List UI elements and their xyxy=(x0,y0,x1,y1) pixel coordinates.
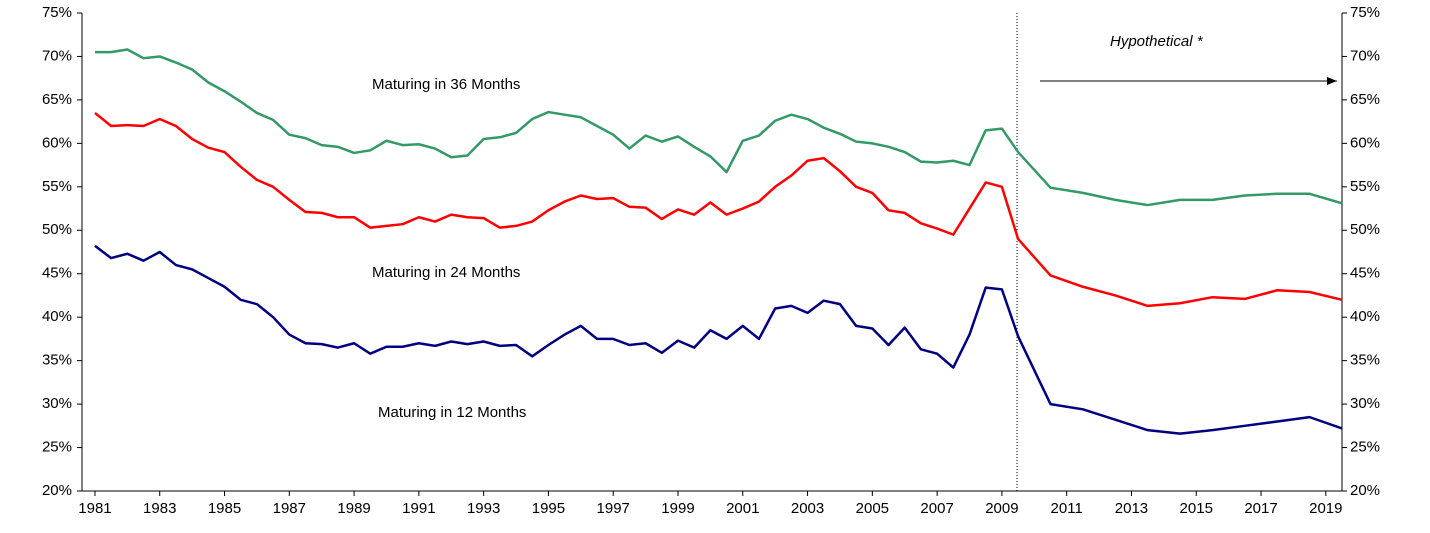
x-tick-label: 2011 xyxy=(1051,500,1083,517)
x-tick-label: 2005 xyxy=(856,500,889,517)
x-tick-label: 2003 xyxy=(791,500,824,517)
y-tick-label: 70% xyxy=(42,47,72,64)
y2-tick-label: 25% xyxy=(1350,439,1380,456)
annotation: Maturing in 12 Months xyxy=(378,404,526,421)
y2-tick-label: 30% xyxy=(1350,395,1380,412)
y2-tick-label: 45% xyxy=(1350,265,1380,282)
x-tick-label: 1985 xyxy=(208,500,241,517)
x-tick-label: 2001 xyxy=(726,500,759,517)
x-tick-label: 1997 xyxy=(597,500,630,517)
y2-tick-label: 50% xyxy=(1350,221,1380,238)
x-tick-label: 1981 xyxy=(78,500,111,517)
y-tick-label: 55% xyxy=(42,178,72,195)
x-tick-label: 2013 xyxy=(1115,500,1148,517)
x-tick-label: 2007 xyxy=(920,500,953,517)
y-tick-label: 45% xyxy=(42,265,72,282)
series-line xyxy=(94,111,1343,308)
x-tick-label: 1989 xyxy=(337,500,370,517)
x-tick-label: 2019 xyxy=(1309,500,1342,517)
annotation: Maturing in 36 Months xyxy=(372,76,520,93)
y-tick-label: 40% xyxy=(42,308,72,325)
y2-tick-label: 55% xyxy=(1350,178,1380,195)
x-tick-label: 1983 xyxy=(143,500,176,517)
y-tick-label: 60% xyxy=(42,134,72,151)
y-tick-label: 75% xyxy=(42,4,72,21)
y2-tick-label: 35% xyxy=(1350,352,1380,369)
series-line xyxy=(94,244,1343,435)
x-tick-label: 1995 xyxy=(532,500,565,517)
annotation: Hypothetical * xyxy=(1110,33,1204,50)
x-tick-label: 2015 xyxy=(1180,500,1213,517)
y2-tick-label: 75% xyxy=(1350,4,1380,21)
y2-tick-label: 40% xyxy=(1350,308,1380,325)
x-tick-label: 1991 xyxy=(402,500,435,517)
y2-tick-label: 20% xyxy=(1350,482,1380,499)
y2-tick-label: 70% xyxy=(1350,47,1380,64)
x-tick-label: 1999 xyxy=(661,500,694,517)
y2-tick-label: 65% xyxy=(1350,91,1380,108)
y2-tick-label: 60% xyxy=(1350,134,1380,151)
y-tick-label: 50% xyxy=(42,221,72,238)
annotation: Maturing in 24 Months xyxy=(372,264,520,281)
series-line xyxy=(94,48,1343,207)
y-tick-label: 20% xyxy=(42,482,72,499)
y-tick-label: 65% xyxy=(42,91,72,108)
y-tick-label: 25% xyxy=(42,439,72,456)
x-tick-label: 2017 xyxy=(1244,500,1277,517)
x-tick-label: 2009 xyxy=(985,500,1018,517)
y-tick-label: 35% xyxy=(42,352,72,369)
y-tick-label: 30% xyxy=(42,395,72,412)
x-tick-label: 1993 xyxy=(467,500,500,517)
x-tick-label: 1987 xyxy=(273,500,306,517)
